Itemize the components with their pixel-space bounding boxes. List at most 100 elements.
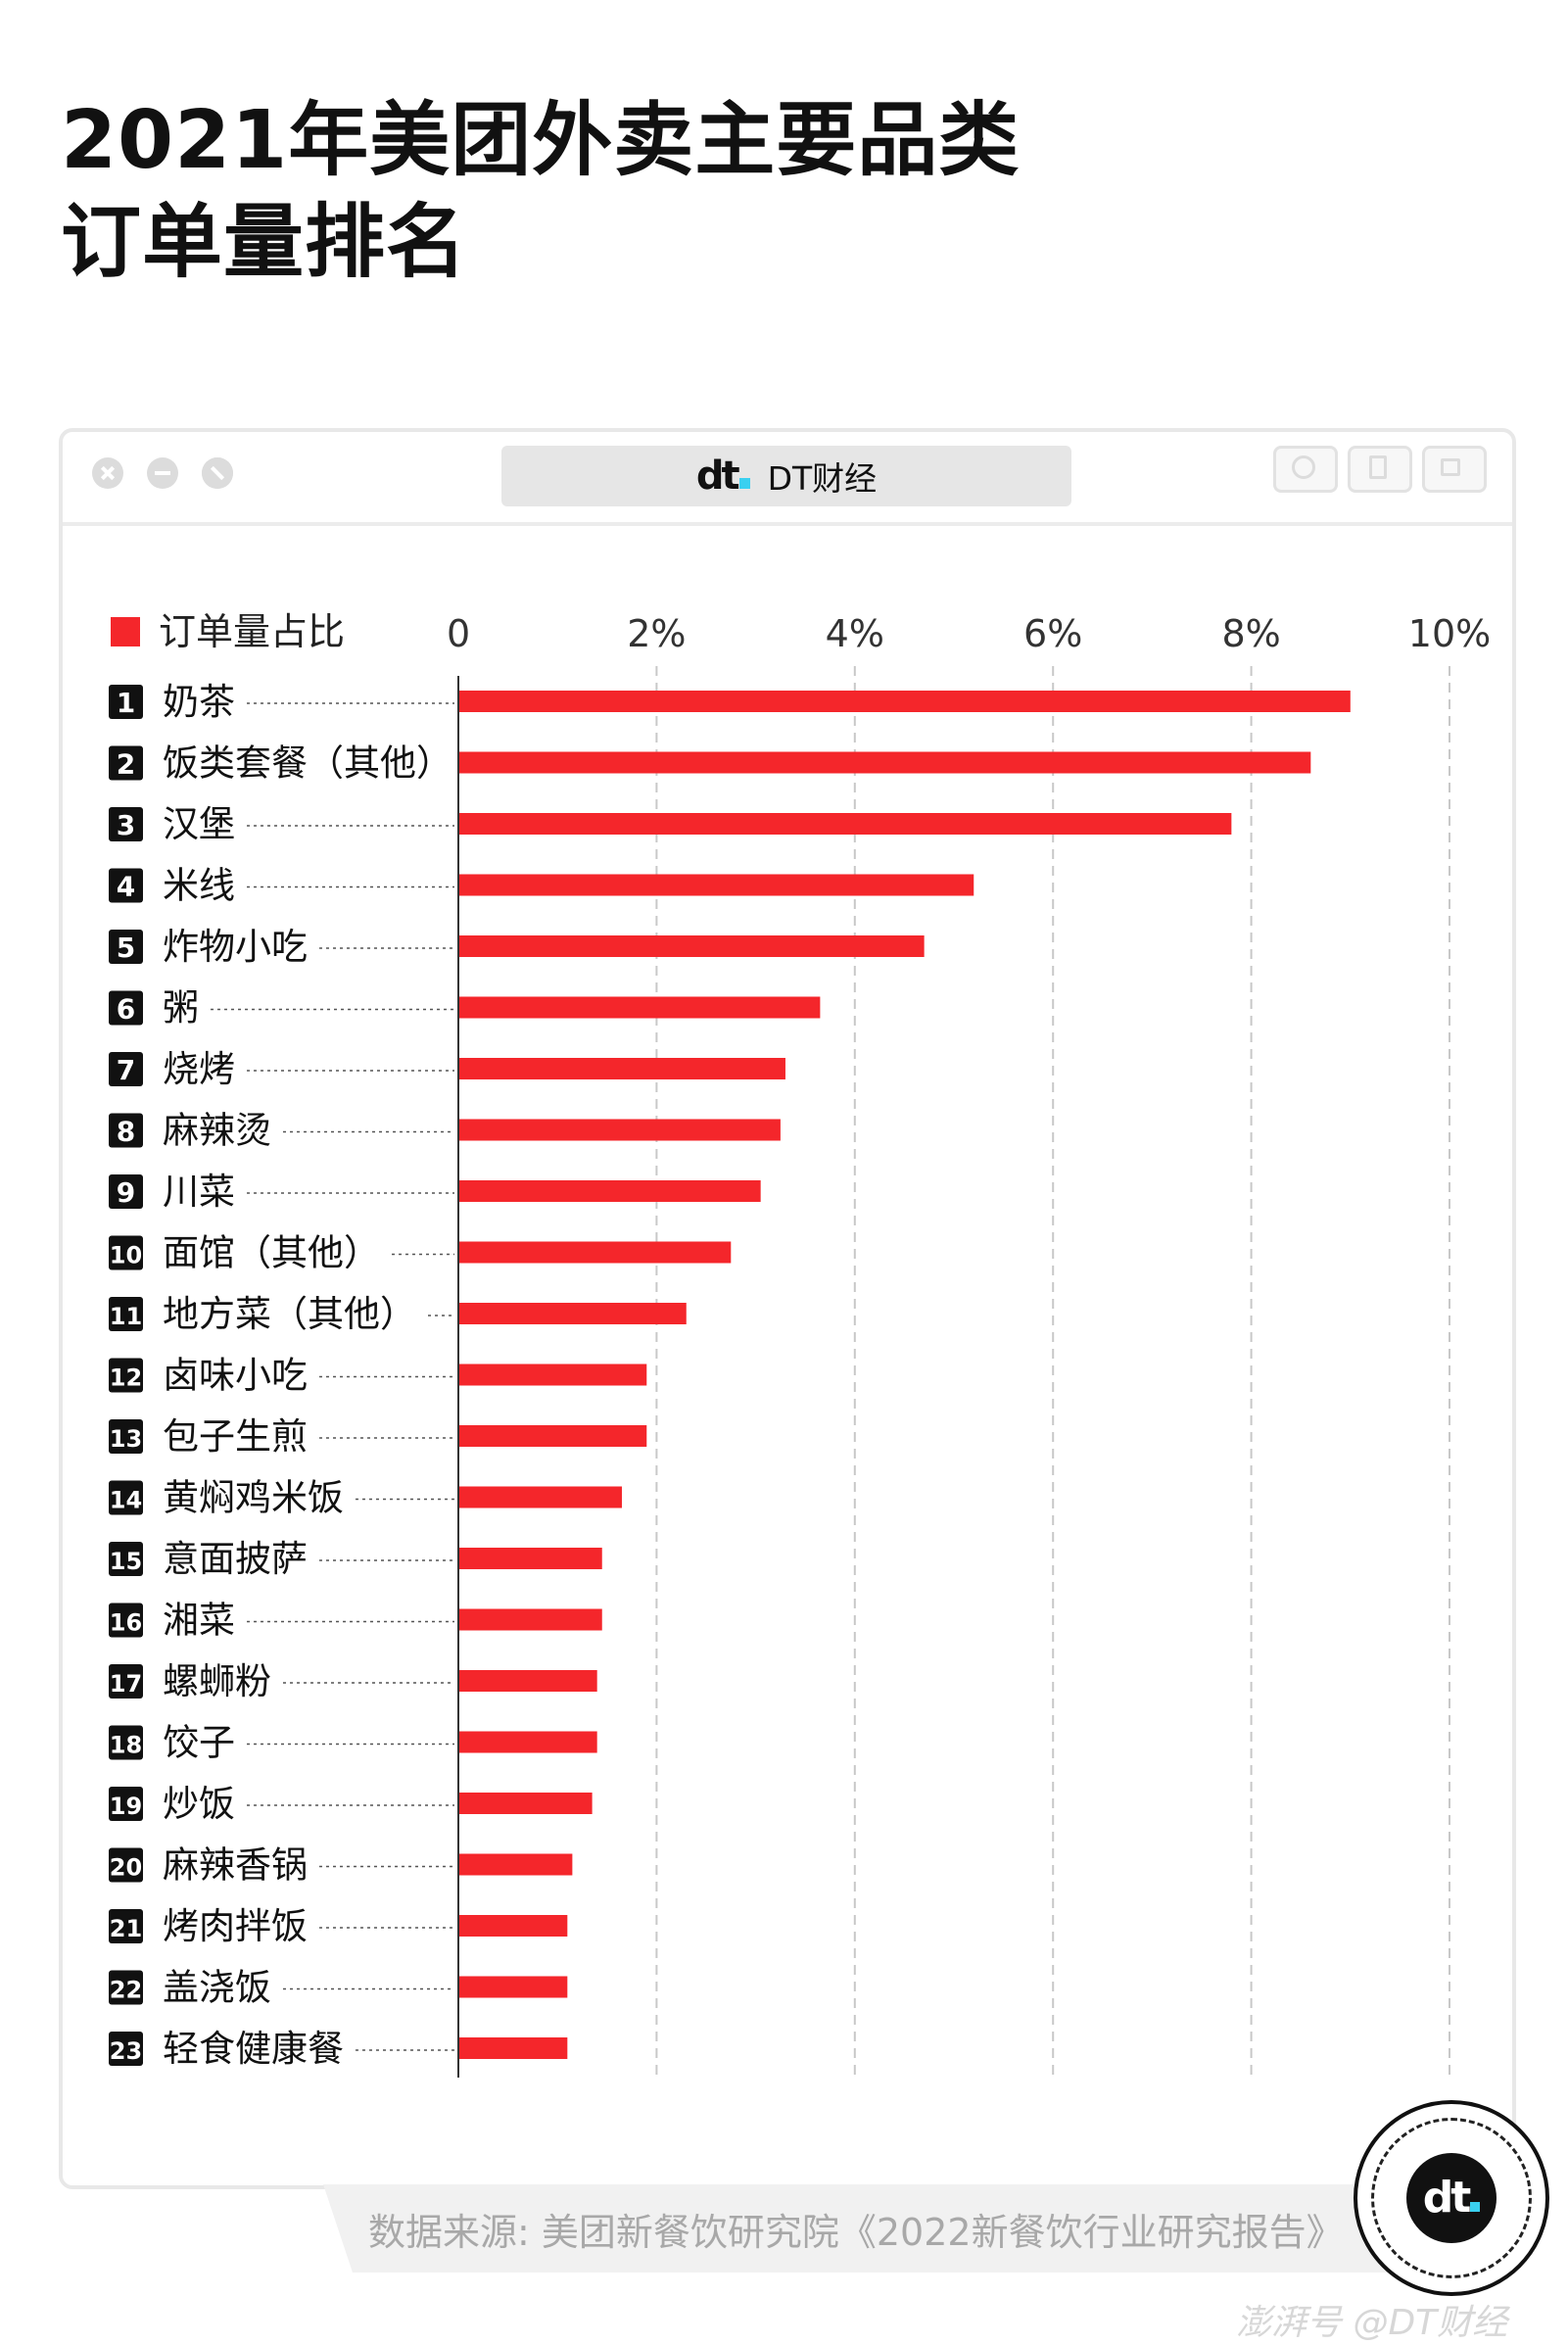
record-icon[interactable]	[1273, 446, 1338, 493]
bar	[459, 1915, 568, 1937]
bar	[459, 751, 1311, 774]
category-label: 轻食健康餐	[163, 2028, 344, 2070]
legend-label: 订单量占比	[159, 610, 345, 653]
address-tab[interactable]: dt DT财经	[501, 446, 1071, 506]
rank-badge	[109, 1603, 143, 1638]
category-label: 米线	[163, 865, 235, 907]
x-tick-label: 2%	[627, 612, 686, 655]
share-icon[interactable]	[1348, 446, 1412, 493]
rank-number: 11	[110, 1303, 142, 1330]
rank-badge	[109, 1235, 143, 1270]
bar	[459, 1793, 593, 1814]
category-row: 21 烤肉拌饭	[109, 1905, 568, 1947]
bar	[459, 691, 1351, 712]
category-label: 意面披萨	[163, 1538, 308, 1580]
category-label: 包子生煎	[163, 1415, 308, 1458]
category-row: 5 炸物小吃	[109, 926, 925, 968]
category-label: 盖浇饭	[163, 1967, 271, 2009]
dt-badge: dt	[1354, 2100, 1549, 2296]
rank-badge	[109, 1664, 143, 1699]
rank-number: 6	[117, 993, 135, 1026]
close-window-icon[interactable]	[92, 457, 123, 489]
rank-number: 14	[110, 1487, 142, 1514]
bar-rows: 1 奶茶 2 饭类套餐（其他） 3 汉堡 4 米线 5 炸物小吃 6 粥 7 烧烤 8 麻辣烫 9 川菜 10 面馆（…	[109, 681, 1351, 2070]
rank-badge	[109, 1052, 143, 1086]
rank-number: 18	[110, 1732, 142, 1759]
rank-number: 12	[110, 1364, 142, 1392]
category-row: 3 汉堡	[109, 803, 1232, 845]
x-tick-label: 8%	[1221, 612, 1280, 655]
bar	[459, 874, 974, 896]
category-row: 13 包子生煎	[109, 1415, 647, 1458]
category-row: 8 麻辣烫	[109, 1110, 781, 1152]
bar	[459, 1425, 647, 1447]
category-row: 1 奶茶	[109, 681, 1351, 723]
rank-number: 2	[117, 748, 135, 781]
category-label: 面馆（其他）	[163, 1232, 380, 1274]
rank-badge	[109, 1358, 143, 1393]
bar	[459, 1731, 597, 1753]
browser-window: dt DT财经	[59, 428, 1516, 2189]
category-row: 18 饺子	[109, 1722, 597, 1764]
category-row: 9 川菜	[109, 1171, 761, 1213]
rank-badge	[109, 685, 143, 719]
rank-badge	[109, 930, 143, 964]
footer-watermark: 澎湃号 @DT财经	[1236, 2303, 1508, 2343]
category-row: 12 卤味小吃	[109, 1355, 647, 1397]
block-window-icon[interactable]	[202, 457, 233, 489]
x-tick-label: 0	[447, 612, 470, 655]
rank-badge	[109, 1113, 143, 1148]
rank-number: 10	[110, 1242, 142, 1269]
category-row: 4 米线	[109, 865, 974, 907]
rank-badge	[109, 1787, 143, 1821]
bar	[459, 1548, 602, 1569]
category-row: 22 盖浇饭	[109, 1967, 568, 2009]
rank-badge	[109, 1909, 143, 1943]
page-title: 2021年美团外卖主要品类 订单量排名	[61, 90, 1138, 294]
rank-number: 3	[117, 809, 135, 841]
category-row: 11 地方菜（其他）	[109, 1293, 687, 1335]
rank-badge	[109, 1480, 143, 1515]
category-label: 炒饭	[163, 1783, 235, 1825]
bar	[459, 1058, 785, 1079]
category-row: 20 麻辣香锅	[109, 1844, 573, 1887]
bar	[459, 813, 1232, 835]
dt-badge-logo-icon: dt	[1406, 2153, 1497, 2243]
brand-name: DT财经	[767, 459, 878, 498]
rank-number: 23	[110, 2037, 142, 2065]
category-row: 15 意面披萨	[109, 1538, 602, 1580]
category-row: 16 湘菜	[109, 1600, 602, 1642]
rank-badge	[109, 868, 143, 903]
rank-number: 7	[117, 1054, 135, 1086]
bar	[459, 1303, 687, 1324]
category-label: 卤味小吃	[163, 1355, 308, 1397]
category-label: 烧烤	[163, 1048, 235, 1090]
category-label: 饺子	[163, 1722, 235, 1764]
category-label: 地方菜（其他）	[163, 1293, 416, 1335]
category-row: 19 炒饭	[109, 1783, 593, 1825]
x-tick-label: 10%	[1408, 612, 1491, 655]
category-row: 14 黄焖鸡米饭	[109, 1477, 622, 1519]
rank-number: 16	[110, 1609, 142, 1637]
category-row: 2 饭类套餐（其他）	[109, 742, 1311, 785]
copy-icon[interactable]	[1422, 446, 1487, 493]
x-axis-ticks: 0 2% 4% 6% 8% 10%	[447, 612, 1491, 655]
rank-number: 17	[110, 1670, 142, 1698]
bar	[459, 1976, 568, 1998]
bar	[459, 2037, 568, 2059]
category-row: 23 轻食健康餐	[109, 2028, 568, 2070]
title-line-2: 订单量排名	[61, 196, 468, 289]
rank-number: 13	[110, 1425, 142, 1453]
rank-badge	[109, 2032, 143, 2066]
rank-number: 21	[110, 1915, 142, 1942]
rank-number: 1	[117, 687, 135, 719]
minimize-window-icon[interactable]	[147, 457, 178, 489]
category-label: 麻辣烫	[163, 1110, 271, 1152]
category-row: 17 螺蛳粉	[109, 1660, 597, 1702]
rank-badge	[109, 745, 143, 781]
category-label: 川菜	[163, 1171, 235, 1213]
bar	[459, 1180, 761, 1202]
rank-badge	[109, 1970, 143, 2005]
